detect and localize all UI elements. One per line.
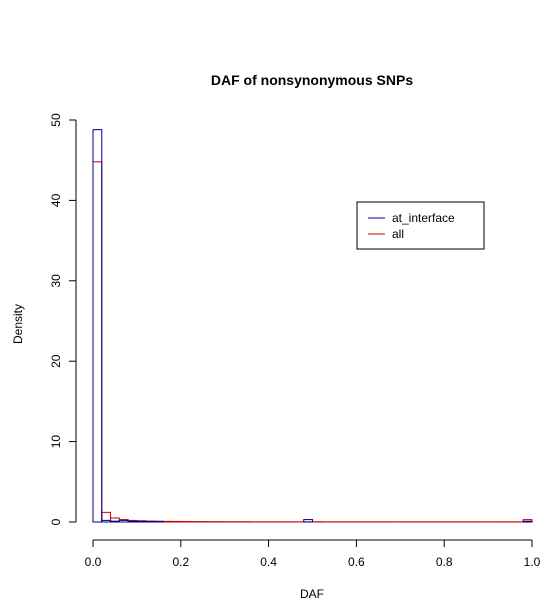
bar-at-interface-2 — [110, 520, 120, 523]
bar-at-interface-24 — [303, 519, 314, 523]
y-axis-label: Density — [11, 304, 25, 344]
chart-title: DAF of nonsynonymous SNPs — [211, 72, 413, 88]
x-axis: 0.0 0.2 0.4 0.6 0.8 1.0 — [85, 539, 541, 569]
y-axis: 0 10 20 30 40 50 — [49, 113, 77, 525]
y-tick-label: 0 — [49, 518, 63, 525]
y-tick-label: 10 — [49, 435, 63, 449]
legend-box — [356, 201, 485, 250]
bar-at-interface-3 — [118, 519, 129, 523]
bar-all-9 — [171, 520, 182, 523]
y-tick-label: 30 — [49, 274, 63, 288]
x-tick-label: 0.2 — [172, 555, 189, 569]
legend-label-at-interface: at_interface — [392, 211, 455, 225]
x-tick-label: 0.8 — [436, 555, 453, 569]
series-at-interface-bars — [92, 129, 533, 523]
y-tick-label: 50 — [49, 113, 63, 127]
legend-label-all: all — [392, 227, 404, 241]
x-axis-label: DAF — [300, 587, 324, 601]
bar-all-0 — [92, 161, 103, 523]
x-tick-label: 1.0 — [524, 555, 541, 569]
x-tick-label: 0.6 — [348, 555, 365, 569]
bar-all-8 — [162, 520, 173, 523]
y-tick-label: 20 — [49, 354, 63, 368]
bar-at-interface-4 — [127, 520, 138, 523]
bar-at-interface-49 — [522, 520, 533, 523]
bar-at-interface-5 — [136, 520, 147, 523]
x-tick-label: 0.4 — [260, 555, 277, 569]
x-tick-label: 0.0 — [85, 555, 102, 569]
bar-at-interface-1 — [101, 519, 112, 523]
y-tick-label: 40 — [49, 193, 63, 207]
bar-at-interface-0 — [92, 129, 103, 523]
